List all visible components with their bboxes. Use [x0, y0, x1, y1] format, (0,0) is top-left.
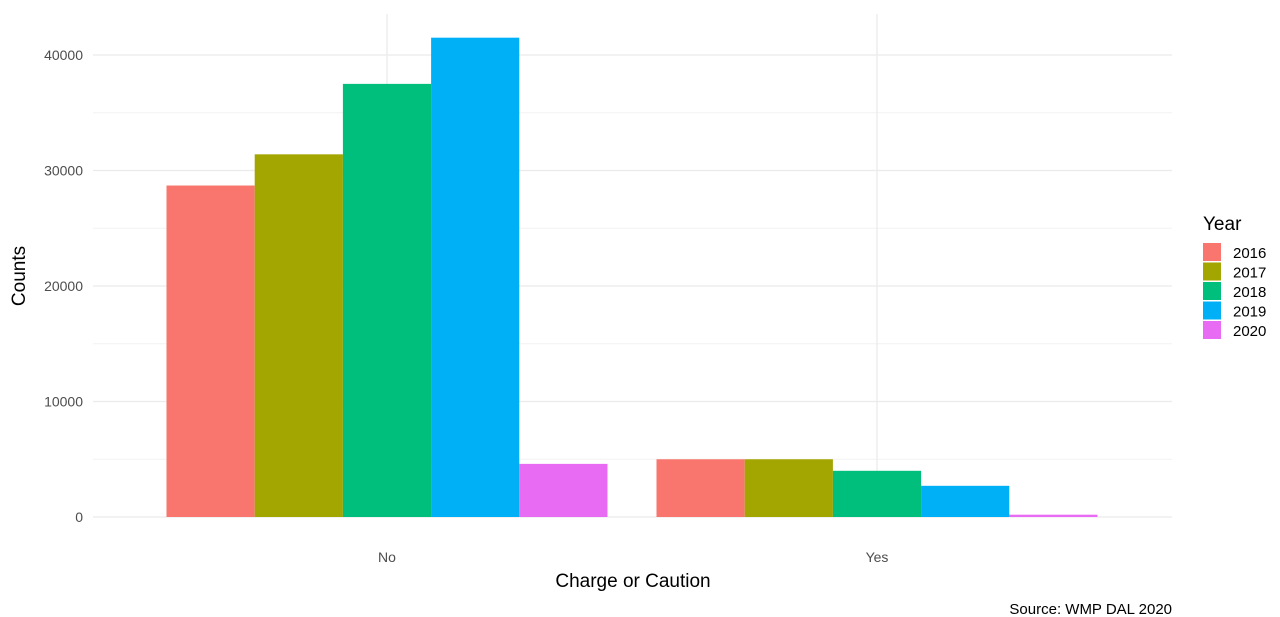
y-axis-title: Counts	[9, 246, 30, 306]
legend-label-2020: 2020	[1233, 323, 1266, 340]
y-tick-label: 40000	[44, 47, 83, 63]
bar-yes-2017	[744, 459, 833, 517]
bar-no-2019	[431, 37, 520, 518]
x-tick-label: Yes	[866, 549, 889, 565]
legend-swatch-2018	[1203, 282, 1221, 300]
caption: Source: WMP DAL 2020	[1009, 601, 1172, 617]
bars	[166, 37, 1098, 518]
y-tick-label: 10000	[44, 394, 83, 410]
y-axis-ticks: 0 10000 20000 30000 40000	[44, 47, 83, 525]
x-tick-label: No	[378, 549, 396, 565]
legend-title: Year	[1203, 214, 1242, 235]
x-axis-title: Charge or Caution	[555, 571, 710, 592]
bar-no-2020	[519, 463, 608, 517]
x-axis-ticks: No Yes	[378, 549, 888, 565]
y-tick-label: 30000	[44, 163, 83, 179]
y-tick-label: 0	[75, 509, 83, 525]
legend-swatch-2019	[1203, 301, 1221, 320]
legend-label-2018: 2018	[1233, 284, 1266, 301]
bar-yes-2016	[656, 459, 745, 517]
bar-no-2016	[166, 185, 255, 517]
bar-yes-2020	[1009, 514, 1098, 517]
bar-yes-2019	[921, 485, 1010, 517]
legend-label-2019: 2019	[1233, 304, 1266, 321]
bar-no-2017	[254, 154, 343, 517]
legend-swatch-2017	[1203, 262, 1221, 281]
legend: Year 2016 2017 2018 2019 2020	[1203, 214, 1266, 340]
legend-label-2017: 2017	[1233, 265, 1266, 282]
y-tick-label: 20000	[44, 278, 83, 294]
legend-label-2016: 2016	[1233, 245, 1266, 262]
legend-swatch-2016	[1203, 243, 1221, 261]
legend-swatch-2020	[1203, 321, 1221, 339]
bar-yes-2018	[832, 470, 922, 517]
bar-no-2018	[342, 83, 432, 517]
legend-items: 2016 2017 2018 2019 2020	[1203, 243, 1266, 340]
